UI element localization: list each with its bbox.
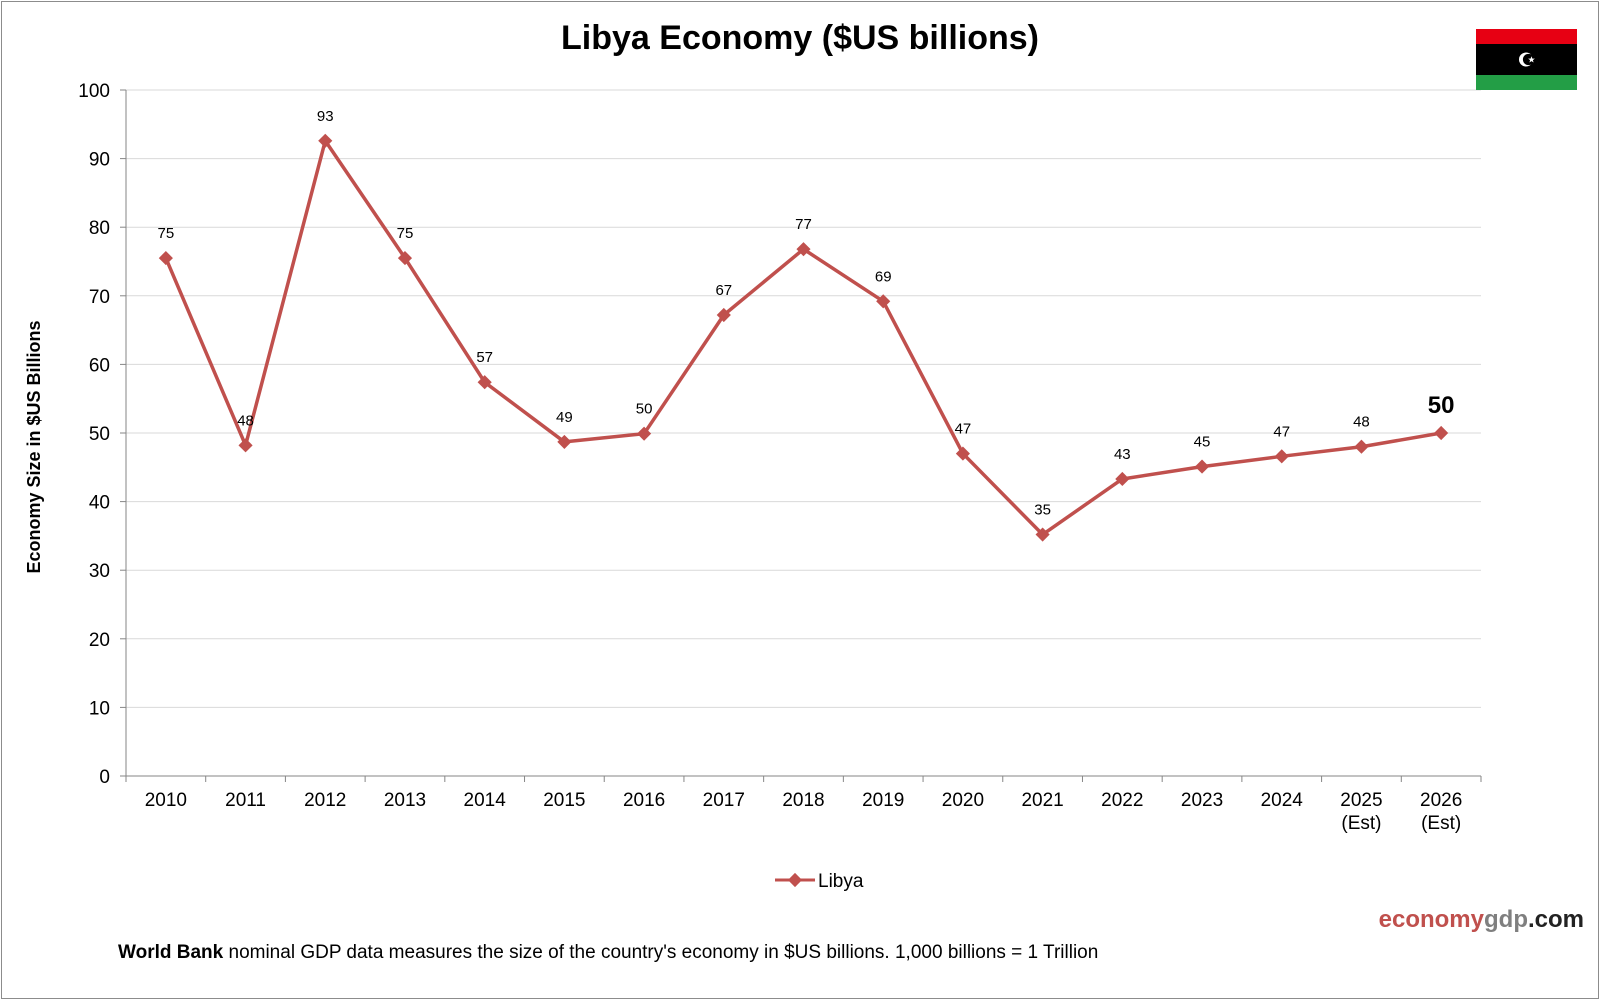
- chart-title: Libya Economy ($US billions): [561, 19, 1039, 57]
- x-tick-labels: 2010 2011 2012 2013 2014 2015 2016 2017 2018 2019…: [145, 790, 1463, 834]
- data-point: [158, 250, 173, 266]
- brand-part-gdp: gdp: [1484, 906, 1528, 933]
- x-tick-label: 2010: [145, 790, 187, 811]
- x-tick-label: 2021: [1021, 790, 1063, 811]
- data-label: 75: [397, 225, 414, 242]
- data-point: [1115, 471, 1130, 487]
- data-point: [716, 307, 731, 323]
- legend: Libya: [775, 871, 864, 892]
- data-label: 48: [237, 412, 254, 429]
- flag-red-band: [1476, 29, 1577, 44]
- brand-logo: economygdp.com: [1379, 906, 1584, 934]
- data-point: [397, 250, 413, 266]
- data-label: 69: [875, 268, 892, 285]
- data-point: [1354, 439, 1369, 454]
- series-libya: [158, 133, 1449, 542]
- x-tick-label: 2013: [384, 790, 426, 811]
- x-tick-label: 2017: [703, 790, 745, 811]
- data-label: 77: [795, 216, 812, 233]
- data-label: 49: [556, 409, 573, 426]
- x-tick-label: 2023: [1181, 790, 1223, 811]
- x-tick-label: 2016: [623, 790, 665, 811]
- data-label: 67: [715, 282, 732, 299]
- y-tick-label: 50: [89, 424, 110, 445]
- y-tick-label: 40: [89, 493, 110, 514]
- data-label: 50: [636, 401, 653, 418]
- x-tick-label: 2012: [304, 790, 346, 811]
- y-tick-label: 90: [89, 150, 110, 171]
- data-point: [238, 438, 253, 453]
- crescent-star-icon: [1519, 52, 1535, 67]
- y-tick-label: 100: [78, 81, 110, 102]
- data-point: [1194, 459, 1210, 474]
- x-tick-label: 2015: [543, 790, 585, 811]
- data-label: 47: [955, 421, 972, 438]
- data-label: 35: [1034, 502, 1051, 519]
- y-tick-label: 0: [99, 767, 110, 788]
- data-point: [318, 133, 333, 148]
- axes: [120, 89, 1482, 782]
- x-tick-label: 2026 (Est): [1420, 790, 1462, 834]
- data-label: 75: [158, 225, 175, 242]
- data-label: 47: [1273, 423, 1290, 440]
- data-label: 48: [1353, 414, 1370, 431]
- data-point: [796, 242, 811, 257]
- series-line: [164, 139, 1442, 537]
- x-tick-label: 2014: [464, 790, 507, 811]
- flag-green-band: [1476, 75, 1577, 90]
- data-label: 50: [1428, 392, 1455, 419]
- data-point: [1434, 425, 1449, 441]
- y-tick-label: 20: [89, 630, 110, 651]
- y-tick-label: 80: [89, 218, 110, 239]
- brand-part-economy: economy: [1378, 906, 1484, 933]
- footer-note: World Bank nominal GDP data measures the…: [118, 942, 1098, 964]
- data-point: [1035, 527, 1050, 542]
- libya-flag-icon: [1476, 29, 1577, 90]
- data-point: [876, 294, 891, 309]
- x-tick-label: 2022: [1101, 790, 1143, 811]
- y-tick-label: 30: [89, 561, 110, 582]
- data-point: [637, 426, 652, 441]
- y-tick-label: 60: [89, 355, 110, 376]
- data-label: 57: [476, 349, 493, 366]
- x-tick-label: 2024: [1261, 790, 1304, 811]
- grid-lines: [126, 89, 1481, 708]
- y-tick-label: 70: [89, 287, 110, 308]
- data-point: [955, 446, 970, 461]
- x-tick-label: 2018: [782, 790, 824, 811]
- y-tick-label: 10: [89, 698, 110, 719]
- x-tick-label: 2011: [225, 790, 266, 811]
- legend-marker: [787, 872, 803, 888]
- data-point: [1274, 449, 1289, 464]
- footer-text: nominal GDP data measures the size of th…: [223, 942, 1099, 963]
- x-tick-label: 2025 (Est): [1340, 790, 1382, 834]
- data-point: [477, 375, 492, 390]
- data-label: 43: [1114, 446, 1131, 463]
- footer-source: World Bank: [118, 942, 224, 963]
- legend-label: Libya: [818, 871, 864, 892]
- data-point: [557, 434, 572, 449]
- y-axis-label: Economy Size in $US Billions: [24, 320, 44, 573]
- x-tick-label: 2019: [862, 790, 904, 811]
- x-tick-label: 2020: [942, 790, 984, 811]
- brand-part-com: .com: [1527, 906, 1584, 933]
- y-tick-labels: 0 10 20 30 40 50 60 70 80 90 100: [78, 81, 110, 788]
- data-label: 93: [317, 108, 334, 125]
- data-label: 45: [1194, 434, 1211, 451]
- data-labels: 75 48 93 75 57 49 50 67 77 69 47 35 43 45 47 48 50: [158, 108, 1455, 519]
